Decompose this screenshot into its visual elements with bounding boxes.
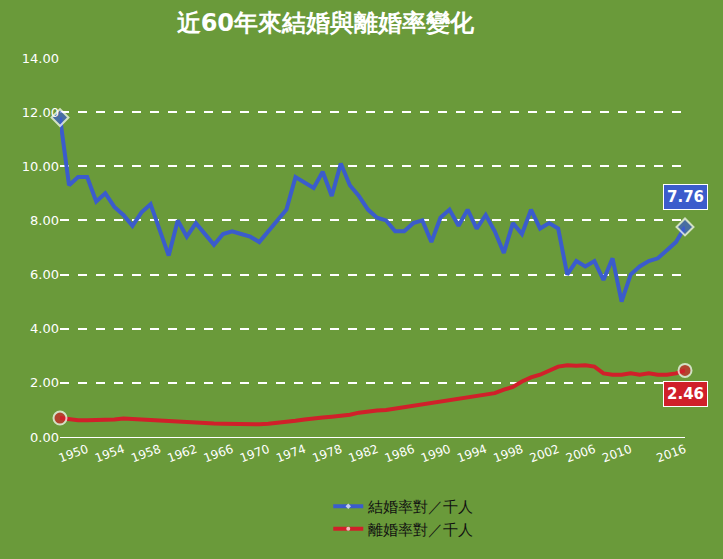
svg-text:離婚率對／千人: 離婚率對／千人 xyxy=(368,521,473,539)
svg-text:4.00: 4.00 xyxy=(30,321,59,336)
svg-text:1962: 1962 xyxy=(165,442,198,466)
svg-text:1982: 1982 xyxy=(347,442,380,466)
svg-text:1958: 1958 xyxy=(129,442,162,466)
svg-text:2002: 2002 xyxy=(528,442,561,466)
svg-text:1994: 1994 xyxy=(455,442,488,466)
svg-text:1990: 1990 xyxy=(419,442,452,466)
svg-text:14.00: 14.00 xyxy=(22,51,59,66)
svg-text:結婚率對／千人: 結婚率對／千人 xyxy=(367,498,473,516)
svg-text:2.46: 2.46 xyxy=(667,385,704,403)
svg-text:1998: 1998 xyxy=(492,442,525,466)
svg-text:0.00: 0.00 xyxy=(30,430,59,445)
svg-text:1970: 1970 xyxy=(238,442,271,466)
svg-text:1954: 1954 xyxy=(93,442,126,466)
svg-text:6.00: 6.00 xyxy=(30,267,59,282)
svg-text:1974: 1974 xyxy=(274,442,307,466)
svg-text:1986: 1986 xyxy=(383,442,416,466)
svg-text:8.00: 8.00 xyxy=(30,213,59,228)
svg-text:2016: 2016 xyxy=(655,442,688,466)
svg-text:近60年來結婚與離婚率變化: 近60年來結婚與離婚率變化 xyxy=(177,9,475,37)
svg-text:2010: 2010 xyxy=(600,442,633,466)
svg-text:2.00: 2.00 xyxy=(30,375,59,390)
svg-text:1966: 1966 xyxy=(202,442,235,466)
svg-text:7.76: 7.76 xyxy=(667,188,704,206)
svg-text:1978: 1978 xyxy=(310,442,343,466)
svg-text:10.00: 10.00 xyxy=(22,159,59,174)
svg-text:1950: 1950 xyxy=(57,442,90,466)
svg-text:12.00: 12.00 xyxy=(22,105,59,120)
svg-text:2006: 2006 xyxy=(564,442,597,466)
